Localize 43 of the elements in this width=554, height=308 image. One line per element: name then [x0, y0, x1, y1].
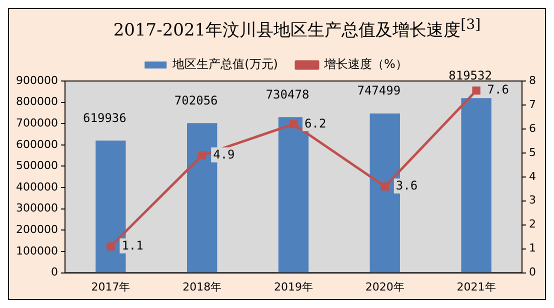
data-label: 730478	[266, 87, 310, 102]
point	[289, 120, 298, 128]
y-tick-label: 800000	[16, 95, 58, 108]
data-label: 819532	[448, 68, 492, 82]
point	[380, 182, 389, 191]
y2-tick-label: 2	[529, 218, 536, 231]
data-label: 1.1	[122, 238, 144, 253]
point	[472, 86, 480, 95]
y-tick-label: 100000	[16, 244, 58, 258]
y2-tick-label: 5	[529, 146, 536, 159]
legend-label: 增长速度（%）	[322, 57, 408, 72]
data-label: 619936	[83, 110, 126, 125]
data-label: 7.6	[487, 82, 509, 97]
y-tick-label: 400000	[16, 180, 58, 194]
y2-tick-label: 6	[529, 122, 536, 135]
x-tick-label: 2019年	[274, 280, 313, 294]
chart-title: 2017-2021年汶川县地区生产总值及增长速度$^{[3]}$	[112, 16, 482, 41]
x-tick-label: 2021年	[456, 280, 496, 294]
data-label: 4.9	[213, 147, 235, 162]
data-label: 747499	[357, 84, 401, 98]
y2-tick-label: 8	[529, 74, 536, 87]
y2-tick-label: 0	[529, 266, 536, 279]
y2-tick-label: 7	[529, 98, 536, 111]
y-tick-label: 0	[50, 266, 58, 279]
y2-tick-label: 1	[529, 242, 536, 255]
x-tick-label: 2020年	[365, 280, 404, 294]
y-tick-label: 700000	[16, 116, 58, 130]
y2-tick-label: 4	[529, 170, 536, 183]
point	[198, 151, 206, 160]
bar	[461, 98, 492, 272]
y-tick-label: 900000	[16, 74, 58, 87]
legend-label: 地区生产总值(万元)	[172, 57, 278, 72]
y-tick-label: 600000	[16, 138, 58, 151]
point	[106, 242, 115, 251]
y-tick-label: 200000	[16, 223, 58, 236]
y2-tick-label: 3	[529, 194, 536, 207]
data-label: 702056	[174, 93, 218, 108]
x-tick-label: 2017年	[91, 280, 130, 294]
data-label: 3.6	[396, 178, 418, 193]
x-tick-label: 2018年	[182, 280, 222, 294]
y-tick-label: 300000	[16, 202, 58, 215]
y-tick-label: 500000	[16, 159, 58, 172]
data-label: 6.2	[304, 116, 326, 130]
